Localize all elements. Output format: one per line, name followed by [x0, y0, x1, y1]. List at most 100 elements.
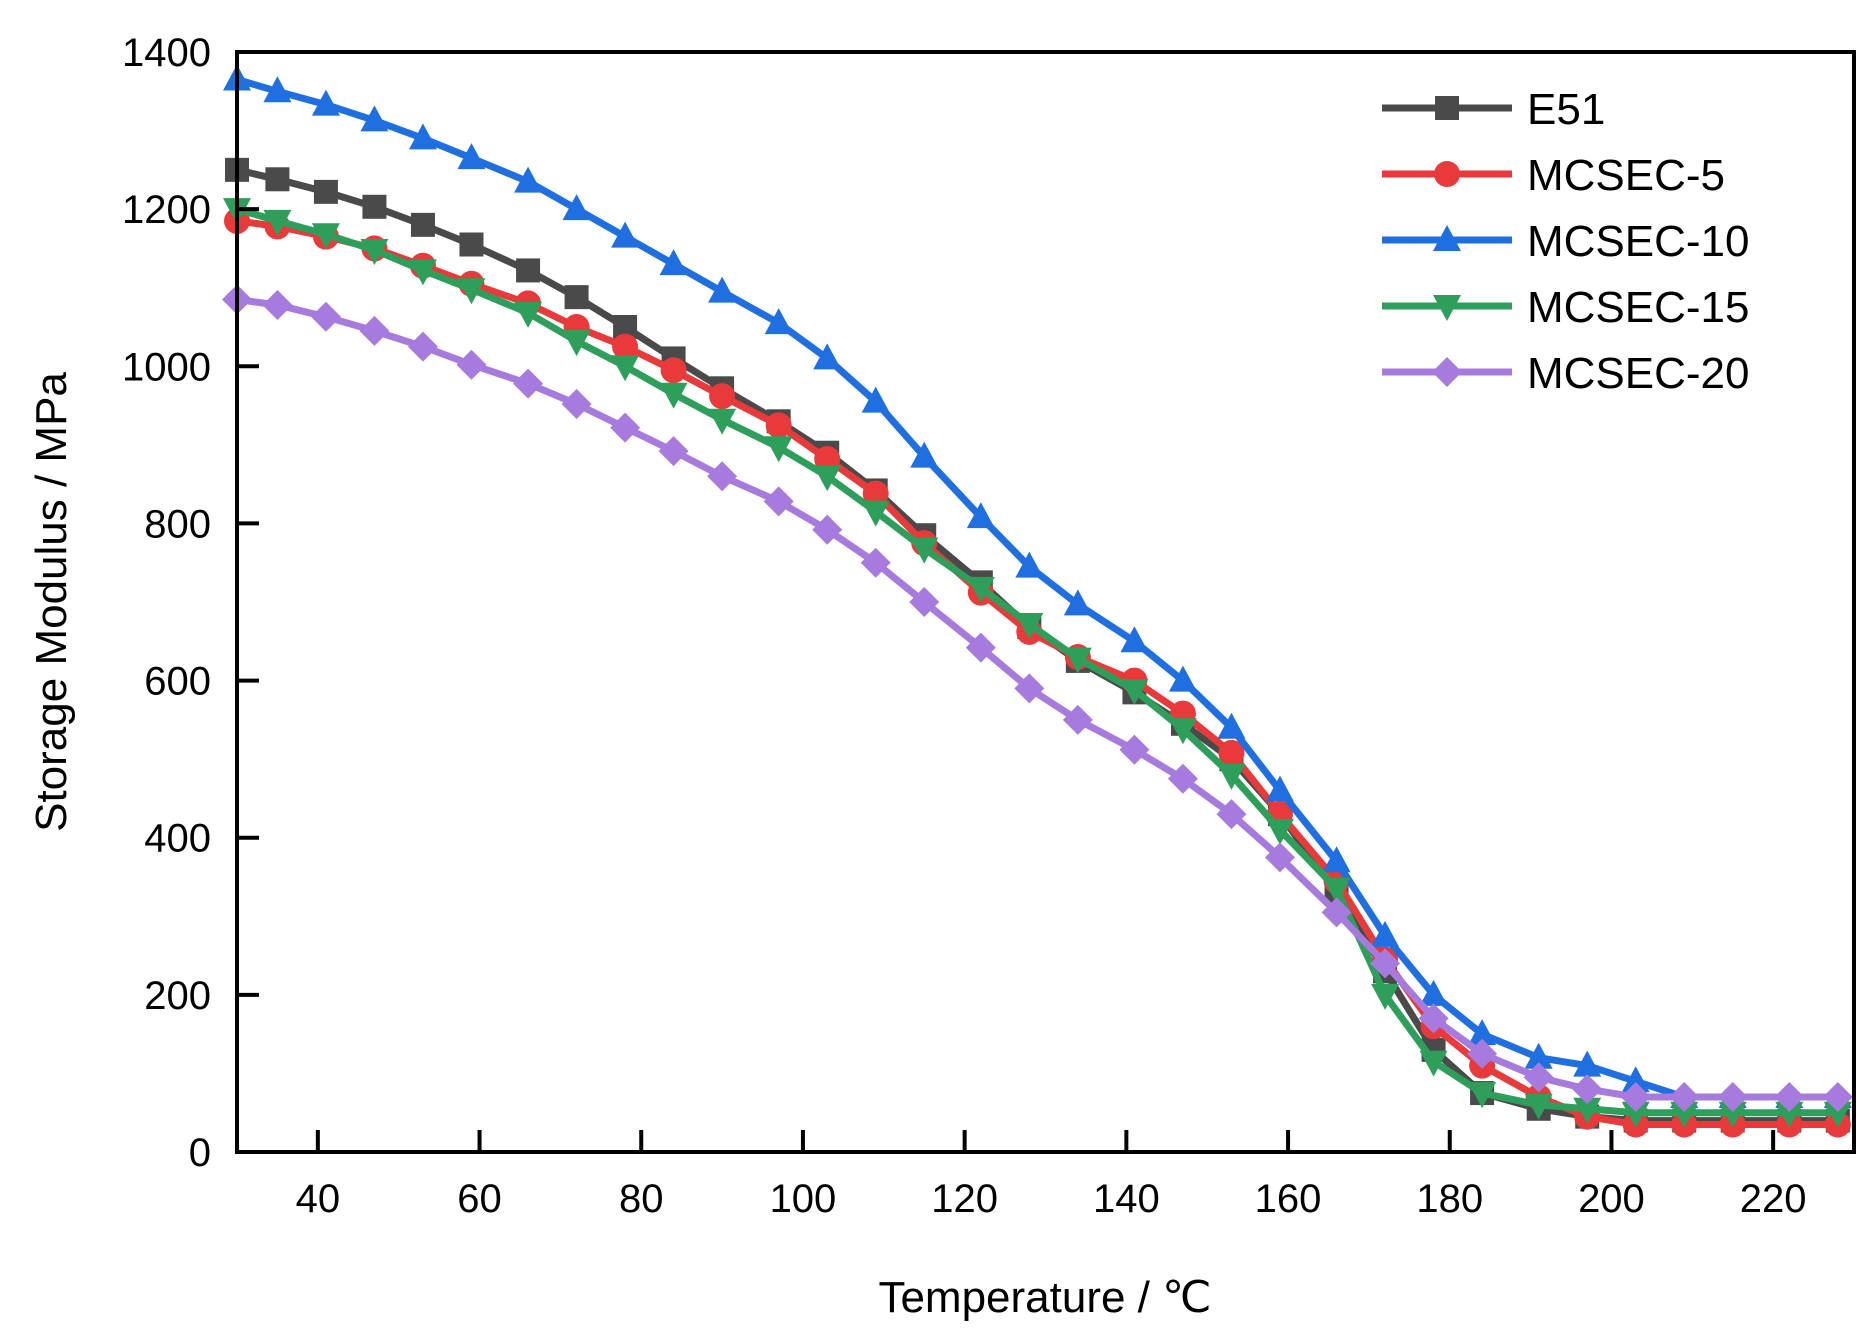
data-point	[765, 412, 792, 439]
data-point	[1620, 1082, 1651, 1112]
data-point	[562, 194, 591, 221]
data-point	[1120, 626, 1149, 653]
series-mcsec-5	[224, 207, 1851, 1138]
data-point	[1015, 613, 1044, 639]
x-tick-label: 140	[1093, 1177, 1160, 1221]
data-point	[457, 278, 486, 305]
data-point	[1670, 1101, 1699, 1128]
data-point	[966, 502, 995, 529]
x-tick-label: 220	[1740, 1177, 1807, 1221]
data-point	[1168, 718, 1197, 745]
y-tick-label: 1200	[122, 188, 211, 232]
series-mcsec-15	[223, 198, 1852, 1128]
data-point	[813, 465, 842, 492]
data-point	[1014, 673, 1045, 704]
data-point	[1120, 679, 1149, 705]
data-point	[459, 232, 484, 257]
y-tick-label: 1000	[122, 345, 211, 389]
x-tick-label: 120	[931, 1177, 998, 1221]
series-mcsec-20	[222, 284, 1853, 1112]
data-point	[659, 249, 688, 276]
data-point	[1370, 948, 1401, 979]
data-point	[1062, 704, 1093, 735]
data-point	[456, 349, 487, 380]
data-point	[1418, 1003, 1449, 1034]
data-point	[612, 333, 639, 360]
data-point	[1775, 1101, 1804, 1128]
data-point	[709, 383, 736, 410]
data-point	[1419, 979, 1448, 1006]
legend-entry: MCSEC-15	[1382, 283, 1750, 332]
data-point	[311, 89, 340, 116]
data-point	[1718, 1101, 1747, 1128]
data-point	[1823, 1101, 1852, 1128]
data-point	[262, 290, 293, 320]
data-point	[1371, 983, 1400, 1010]
data-point	[861, 500, 890, 527]
data-point	[812, 514, 843, 545]
data-point	[1217, 712, 1246, 739]
data-point	[1217, 763, 1246, 790]
data-point	[360, 239, 389, 265]
data-point	[658, 436, 689, 467]
data-point	[1168, 665, 1197, 692]
data-point	[1717, 1082, 1748, 1112]
data-point	[514, 301, 543, 328]
data-point	[1468, 1019, 1497, 1046]
x-tick-label: 100	[770, 1177, 837, 1221]
data-point	[514, 166, 543, 193]
y-tick-label: 1400	[122, 31, 211, 75]
data-point	[513, 368, 544, 399]
ticks-layer: 40 60 80 100 120 140 160 180 200 220 0 200 400 600 800…	[122, 31, 1807, 1221]
data-point	[1419, 1050, 1448, 1077]
legend-entry: MCSEC-20	[1382, 349, 1750, 398]
legend-entry: MCSEC-5	[1382, 151, 1725, 200]
data-point	[516, 258, 541, 283]
data-point	[360, 105, 389, 132]
data-point	[707, 461, 738, 492]
data-point	[1524, 1093, 1553, 1120]
data-point	[763, 486, 794, 517]
data-point	[457, 143, 486, 170]
data-point	[1322, 877, 1351, 904]
data-point	[561, 389, 592, 419]
legend-label: E51	[1527, 85, 1605, 134]
data-point	[263, 76, 292, 103]
x-tick-label: 60	[457, 1177, 502, 1221]
data-point	[1621, 1101, 1650, 1128]
data-point	[564, 285, 589, 310]
data-point	[1063, 589, 1092, 616]
legend-marker	[1433, 225, 1461, 251]
y-tick-label: 200	[144, 974, 211, 1018]
series-line	[236, 205, 1838, 1117]
y-tick-label: 600	[144, 660, 211, 704]
x-tick-label: 160	[1255, 1177, 1322, 1221]
data-point	[966, 576, 995, 603]
data-point	[764, 436, 793, 463]
legend-marker	[1434, 161, 1460, 187]
x-tick-label: 200	[1578, 1177, 1645, 1221]
data-point	[1621, 1066, 1650, 1093]
data-point	[965, 632, 996, 663]
data-point	[1669, 1082, 1700, 1112]
data-point	[860, 547, 891, 578]
data-point	[410, 212, 435, 237]
data-point	[861, 386, 890, 413]
series-layer	[222, 64, 1853, 1138]
legend-label: MCSEC-15	[1527, 283, 1750, 332]
x-tick-label: 40	[296, 1177, 341, 1221]
data-point	[1371, 920, 1400, 947]
plot-frame	[235, 50, 1856, 1154]
data-point	[813, 343, 842, 370]
data-point	[909, 587, 940, 617]
data-point	[1119, 734, 1150, 765]
data-point	[362, 194, 387, 219]
data-point	[408, 259, 437, 286]
legend: E51 MCSEC-5 MCSEC-10 MCSEC-15 MCSEC-20	[1382, 85, 1750, 398]
legend-entry: MCSEC-10	[1382, 217, 1750, 266]
data-point	[1524, 1042, 1553, 1069]
legend-marker	[1435, 96, 1459, 120]
data-point	[359, 315, 390, 346]
data-point	[1573, 1097, 1602, 1124]
